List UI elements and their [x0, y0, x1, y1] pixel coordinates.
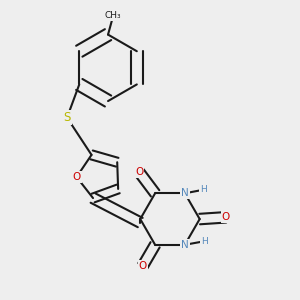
Text: H: H [200, 185, 206, 194]
Text: S: S [63, 111, 71, 124]
Text: O: O [222, 212, 230, 222]
Text: H: H [201, 237, 207, 246]
Text: O: O [135, 167, 143, 177]
Text: N: N [181, 240, 189, 250]
Text: O: O [139, 261, 147, 271]
Text: CH₃: CH₃ [105, 11, 122, 20]
Text: N: N [181, 188, 189, 198]
Text: O: O [73, 172, 81, 182]
